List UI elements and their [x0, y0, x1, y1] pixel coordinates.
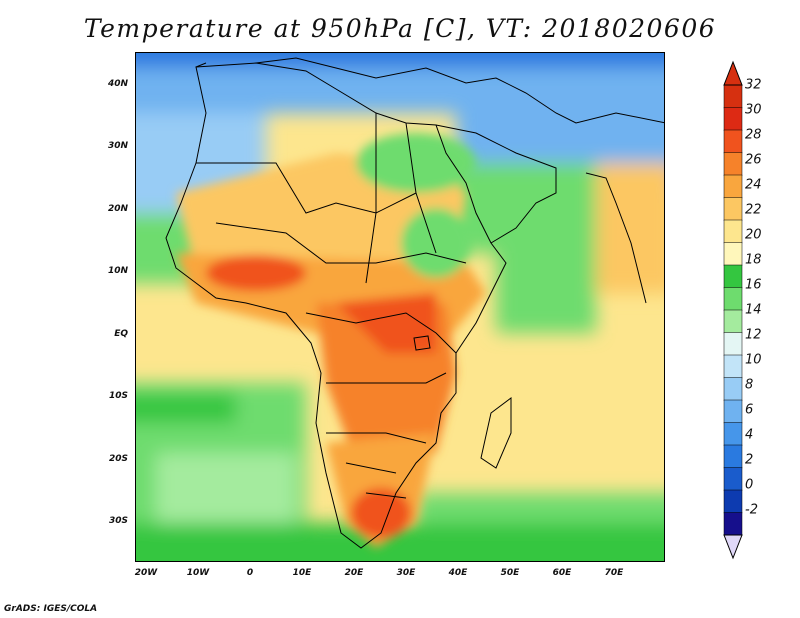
field-north-sea-deep	[136, 53, 664, 68]
colorbar-segment	[723, 512, 743, 536]
colorbar-bottom-arrow	[723, 534, 743, 560]
colorbar-segment	[723, 444, 743, 469]
colorbar-label: 16	[745, 277, 762, 293]
border-1	[196, 162, 417, 214]
lon-label-20w: 20W	[134, 568, 158, 578]
colorbar-label: 20	[745, 227, 762, 243]
border-3	[305, 312, 457, 354]
colorbar-segment	[723, 219, 743, 244]
coastline-arabia	[435, 124, 557, 244]
lat-label-20n: 20N	[107, 204, 128, 214]
colorbar-label: -2	[745, 502, 758, 518]
border-7	[345, 462, 407, 499]
colorbar-label: 22	[745, 202, 762, 218]
colorbar-label: 30	[745, 102, 762, 118]
colorbar-label: 0	[745, 477, 754, 493]
temperature-map-canvas	[136, 53, 664, 561]
colorbar-segment	[723, 197, 743, 221]
field-indian-green	[496, 223, 596, 333]
colorbar-label: 28	[745, 127, 762, 143]
colorbar-segment	[723, 332, 743, 356]
colorbar-segment	[723, 242, 743, 266]
lake-victoria	[413, 335, 431, 351]
colorbar-top-arrow	[723, 60, 743, 86]
coastline-europe	[195, 57, 664, 124]
colorbar-segment	[723, 264, 743, 289]
lon-label-70e: 70E	[604, 568, 624, 578]
colorbar-segment	[723, 174, 743, 199]
colorbar-segment	[723, 377, 743, 401]
colorbar-label: 14	[745, 302, 762, 318]
colorbar-label: 10	[745, 352, 762, 368]
colorbar-segment	[723, 129, 743, 154]
lon-label-40e: 40E	[448, 568, 468, 578]
lon-label-30e: 30E	[396, 568, 416, 578]
lat-label-10s: 10S	[108, 391, 128, 401]
lon-label-10w: 10W	[186, 568, 210, 578]
colorbar-segment	[723, 422, 743, 446]
colorbar-label: 18	[745, 252, 762, 268]
temperature-map	[135, 52, 665, 562]
lat-label-20s: 20S	[108, 454, 128, 464]
lon-label-60e: 60E	[552, 568, 572, 578]
field-hotspot-central	[336, 293, 436, 353]
colorbar-segment	[723, 399, 743, 424]
colorbar-label: 8	[745, 377, 754, 393]
colorbar-label: 26	[745, 152, 762, 168]
colorbar-segment	[723, 287, 743, 311]
field-hotspot-west	[206, 255, 306, 291]
colorbar-label: 32	[745, 77, 762, 93]
field-hotspot-south	[351, 488, 411, 538]
coastline-africa	[165, 62, 507, 549]
field-india	[596, 163, 664, 293]
border-6	[365, 113, 437, 284]
border-4	[326, 372, 447, 384]
colorbar-label: 12	[745, 327, 762, 343]
coastline-madagascar	[480, 397, 512, 469]
lon-label-20e: 20E	[344, 568, 364, 578]
lon-label-50e: 50E	[500, 568, 520, 578]
field-south-atlantic-light	[156, 453, 296, 523]
colorbar-label: 2	[745, 452, 754, 468]
colorbar-label: 4	[745, 427, 754, 443]
field-south-green-strip	[136, 393, 236, 423]
colorbar-segment	[723, 354, 743, 379]
colorbar-segment	[723, 84, 743, 109]
grads-credit: GrADS: IGES/COLA	[4, 604, 98, 614]
lat-label-40n: 40N	[107, 79, 128, 89]
map-title: Temperature at 950hPa [C], VT: 201802060…	[83, 14, 717, 43]
lat-label-30s: 30S	[108, 516, 128, 526]
lat-label-10n: 10N	[107, 266, 128, 276]
lon-label-0: 0	[246, 568, 254, 578]
field-libya-green	[356, 133, 476, 193]
border-2	[215, 222, 467, 264]
lat-label-30n: 30N	[107, 141, 128, 151]
coastline-india	[585, 172, 647, 304]
colorbar-segment	[723, 107, 743, 131]
lon-label-10e: 10E	[292, 568, 312, 578]
field-ethiopia-green	[401, 208, 471, 278]
colorbar-segment	[723, 467, 743, 491]
colorbar-segment	[723, 489, 743, 514]
colorbar-segment	[723, 152, 743, 176]
colorbar-segment	[723, 309, 743, 334]
colorbar-label: 24	[745, 177, 762, 193]
colorbar	[723, 60, 743, 560]
lat-label-eq: EQ	[114, 329, 128, 339]
colorbar-label: 6	[745, 402, 754, 418]
border-5	[326, 432, 427, 444]
